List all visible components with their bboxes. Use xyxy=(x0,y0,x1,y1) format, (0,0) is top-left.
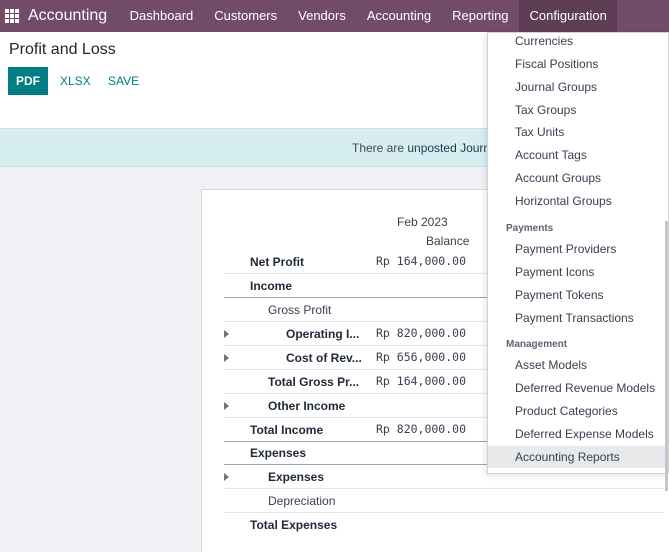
page-title: Profit and Loss xyxy=(9,41,116,58)
expand-caret-icon[interactable] xyxy=(224,354,229,362)
row-label: Net Profit xyxy=(250,255,304,269)
row-value[interactable]: Rp 164,000.00 xyxy=(376,254,467,268)
row-label: Expenses xyxy=(250,446,307,460)
row-value[interactable]: Rp 820,000.00 xyxy=(376,326,467,340)
top-navbar: Accounting Dashboard Customers Vendors A… xyxy=(0,0,669,32)
report-row-expenses[interactable]: Expenses xyxy=(224,441,664,465)
row-label: Expenses xyxy=(268,470,325,484)
menu-item-product-categories[interactable]: Product Categories xyxy=(515,404,618,418)
menu-item-payment-providers[interactable]: Payment Providers xyxy=(515,242,617,256)
nav-vendors[interactable]: Vendors xyxy=(298,8,346,23)
menu-item-payment-transactions[interactable]: Payment Transactions xyxy=(515,311,634,325)
row-label: Depreciation xyxy=(268,494,336,508)
save-button[interactable]: SAVE xyxy=(108,74,140,88)
menu-section-management: Management xyxy=(506,339,568,350)
alert-prefix: There are xyxy=(352,141,408,155)
report-row-total-income[interactable]: Total Income Rp 820,000.00 xyxy=(224,418,664,442)
report-row-other-income[interactable]: Other Income xyxy=(224,394,664,418)
apps-grid-icon[interactable] xyxy=(5,9,19,23)
report-row-total-gross-profit[interactable]: Total Gross Pr... Rp 164,000.00 xyxy=(224,370,664,394)
report-row-cost-of-revenue[interactable]: Cost of Rev... Rp 656,000.00 xyxy=(224,346,664,370)
menu-item-tax-units[interactable]: Tax Units xyxy=(515,125,565,139)
nav-dashboard[interactable]: Dashboard xyxy=(129,8,194,23)
unposted-journal-link[interactable]: unposted Journ xyxy=(407,141,491,155)
report-row-income[interactable]: Income xyxy=(224,274,664,298)
row-label: Income xyxy=(250,279,293,293)
app-brand[interactable]: Accounting xyxy=(28,7,108,24)
expand-caret-icon[interactable] xyxy=(224,473,229,481)
balance-header: Balance xyxy=(426,234,470,248)
menu-item-currencies[interactable]: Currencies xyxy=(515,34,574,48)
menu-item-tax-groups[interactable]: Tax Groups xyxy=(515,103,577,117)
expand-caret-icon[interactable] xyxy=(224,402,229,410)
menu-item-journal-groups[interactable]: Journal Groups xyxy=(515,80,598,94)
nav-reporting[interactable]: Reporting xyxy=(452,8,509,23)
menu-section-payments: Payments xyxy=(506,223,554,234)
nav-customers[interactable]: Customers xyxy=(214,8,278,23)
menu-item-deferred-expense-models[interactable]: Deferred Expense Models xyxy=(515,427,654,441)
report-row-net-profit[interactable]: Net Profit Rp 164,000.00 xyxy=(224,250,664,274)
row-label: Total Gross Pr... xyxy=(268,375,360,389)
row-label: Gross Profit xyxy=(268,303,332,317)
menu-item-account-tags[interactable]: Account Tags xyxy=(515,148,587,162)
menu-item-deferred-revenue-models[interactable]: Deferred Revenue Models xyxy=(515,381,656,395)
period-header[interactable]: Feb 2023 xyxy=(397,215,448,229)
report-row-depreciation[interactable]: Depreciation xyxy=(224,489,664,513)
row-value[interactable]: Rp 820,000.00 xyxy=(376,422,467,436)
report-row-operating-income[interactable]: Operating I... Rp 820,000.00 xyxy=(224,322,664,346)
menu-item-account-groups[interactable]: Account Groups xyxy=(515,171,602,185)
menu-item-horizontal-groups[interactable]: Horizontal Groups xyxy=(515,194,612,208)
row-label: Other Income xyxy=(268,399,346,413)
pdf-button[interactable]: PDF xyxy=(8,67,48,95)
menu-item-accounting-reports[interactable]: Accounting Reports xyxy=(488,446,667,468)
report-row-total-expenses[interactable]: Total Expenses xyxy=(224,513,664,537)
row-label: Total Income xyxy=(250,423,324,437)
row-value[interactable]: Rp 656,000.00 xyxy=(376,350,467,364)
menu-item-payment-tokens[interactable]: Payment Tokens xyxy=(515,288,604,302)
menu-item-asset-models[interactable]: Asset Models xyxy=(515,358,588,372)
expand-caret-icon[interactable] xyxy=(224,330,229,338)
menu-item-payment-icons[interactable]: Payment Icons xyxy=(515,265,595,279)
report-row-gross-profit[interactable]: Gross Profit xyxy=(224,298,664,322)
row-label: Cost of Rev... xyxy=(286,351,362,365)
nav-configuration[interactable]: Configuration xyxy=(519,0,618,32)
row-label: Total Expenses xyxy=(250,518,338,532)
configuration-dropdown-menu: Currencies Fiscal Positions Journal Grou… xyxy=(487,32,669,491)
alert-text: There are unposted Journ xyxy=(352,141,490,155)
nav-accounting[interactable]: Accounting xyxy=(366,8,432,23)
row-label: Operating I... xyxy=(286,327,360,341)
row-value[interactable]: Rp 164,000.00 xyxy=(376,374,467,388)
dropdown-scrollbar[interactable] xyxy=(665,221,668,491)
xlsx-button[interactable]: XLSX xyxy=(60,74,91,88)
menu-item-fiscal-positions[interactable]: Fiscal Positions xyxy=(515,57,599,71)
report-row-expenses-detail[interactable]: Expenses xyxy=(224,465,664,489)
